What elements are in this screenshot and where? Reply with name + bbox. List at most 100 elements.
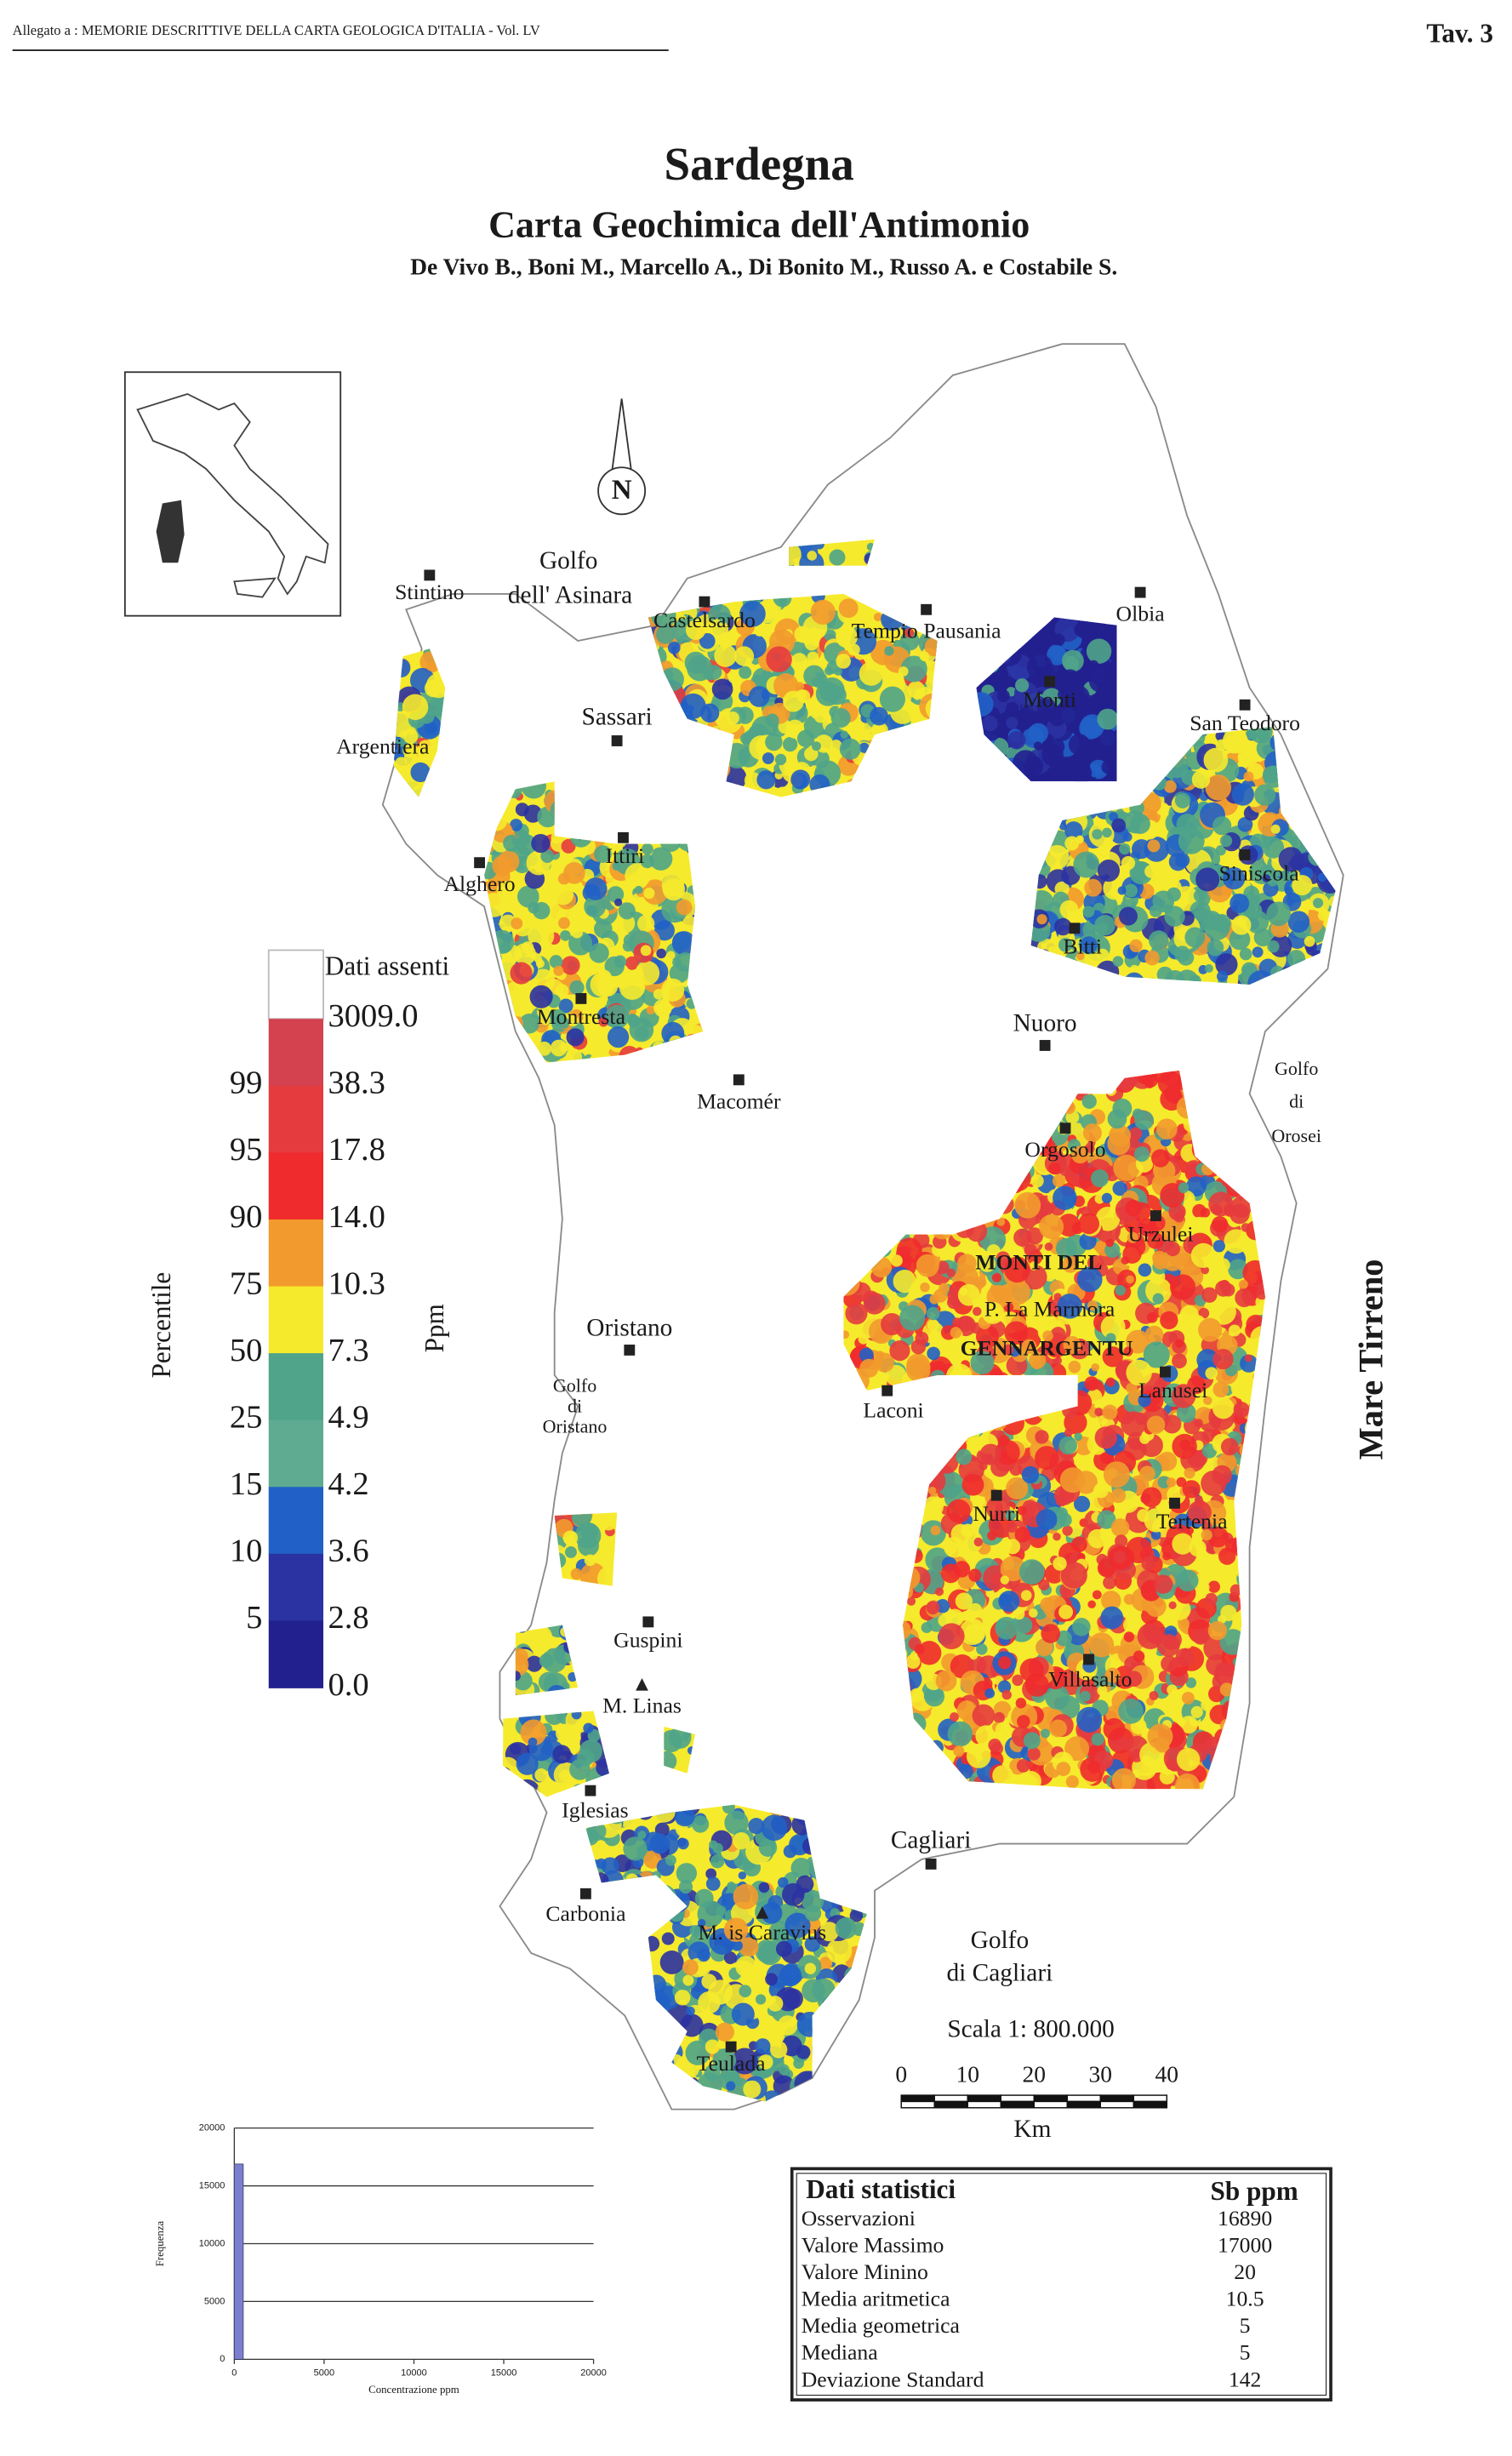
map-cell — [1220, 1604, 1237, 1621]
map-cell — [765, 733, 783, 751]
map-cell — [996, 689, 1010, 703]
legend-ppm-label: 7.3 — [328, 1333, 369, 1368]
legend-ppm-label: 17.8 — [328, 1132, 385, 1168]
map-cell — [608, 2025, 628, 2046]
map-cell — [1016, 1759, 1030, 1773]
map-cell — [402, 694, 429, 721]
map-cell — [1062, 649, 1084, 672]
map-cell — [870, 706, 888, 726]
map-cell — [1184, 927, 1206, 948]
map-cell — [1064, 1736, 1090, 1762]
scale-segment — [1099, 2100, 1135, 2109]
map-cell — [585, 2072, 593, 2083]
legend-swatch — [268, 1219, 323, 1288]
legend-ppm-label: 3009.0 — [328, 998, 419, 1034]
inset-italy — [136, 392, 329, 596]
map-cell — [1115, 1284, 1126, 1296]
map-cell — [1200, 1208, 1211, 1218]
map-cell — [1207, 1580, 1220, 1593]
map-cell — [1017, 1505, 1027, 1516]
map-cell — [1019, 1658, 1044, 1682]
place-label: Teulada — [697, 2051, 767, 2076]
map-cell — [828, 2055, 840, 2067]
legend-swatch — [268, 1019, 323, 1087]
map-cell — [1309, 726, 1328, 742]
map-cell — [1048, 738, 1065, 755]
map-cell — [514, 943, 536, 966]
map-cell — [1205, 1592, 1218, 1606]
map-cell — [636, 915, 655, 933]
map-cell — [585, 2000, 606, 2021]
map-cell — [608, 2034, 618, 2043]
map-cell — [1023, 756, 1044, 777]
map-cell — [1237, 816, 1253, 832]
map-cell — [1064, 821, 1083, 840]
map-cell — [1165, 1241, 1180, 1257]
map-cell — [687, 654, 713, 682]
map-cell — [1129, 939, 1143, 953]
x-tick-label: 0 — [231, 2368, 237, 2379]
map-cell — [953, 1745, 965, 1757]
map-cell — [1201, 1522, 1212, 1533]
map-cell — [643, 888, 655, 900]
map-cell — [1190, 1216, 1208, 1234]
map-cell — [824, 629, 836, 642]
place-label: Golfo — [539, 547, 598, 574]
map-cell — [1027, 654, 1053, 681]
map-cell — [1028, 723, 1049, 744]
map-cell — [1119, 906, 1138, 926]
map-cell — [1231, 915, 1252, 935]
map-cell — [1055, 1237, 1077, 1259]
place-label: Alghero — [443, 871, 515, 896]
map-cell — [781, 1882, 805, 1906]
map-cell — [758, 1838, 778, 1857]
map-cell — [782, 1988, 803, 2009]
map-cell — [560, 930, 571, 941]
map-cell — [1039, 1202, 1053, 1216]
town-marker — [618, 831, 629, 843]
inset-sicily — [233, 577, 277, 598]
x-axis-label: Concentrazione ppm — [368, 2384, 459, 2396]
map-cell — [1252, 1741, 1265, 1760]
title: Sardegna — [664, 138, 853, 190]
map-cell — [682, 1974, 694, 1986]
map-cell — [679, 1880, 693, 1894]
map-cell — [557, 1017, 570, 1029]
map-cell — [834, 667, 842, 676]
map-cell — [484, 1039, 494, 1053]
map-cell — [1139, 1433, 1150, 1444]
map-cell — [1088, 1632, 1115, 1658]
map-cell — [1141, 1556, 1156, 1571]
map-cell — [976, 692, 994, 717]
map-cell — [919, 651, 930, 662]
map-cell — [1168, 1601, 1177, 1609]
map-cell — [1183, 1640, 1193, 1649]
map-cell — [705, 1876, 721, 1891]
map-cell — [1112, 956, 1124, 968]
map-cell — [528, 1737, 538, 1747]
map-cell — [1298, 748, 1321, 771]
town-marker — [990, 1489, 1002, 1501]
map-cell — [1076, 1706, 1103, 1733]
map-cell — [975, 1325, 999, 1348]
map-cell — [859, 661, 884, 686]
map-cell — [1169, 1274, 1196, 1300]
map-cell — [884, 646, 894, 656]
map-cell — [1230, 893, 1250, 913]
map-cell — [629, 871, 648, 889]
map-cell — [1147, 1312, 1158, 1323]
map-cell — [947, 1721, 973, 1747]
scale-segment — [967, 2094, 1001, 2103]
map-cell — [715, 2022, 734, 2042]
map-cell — [484, 1050, 495, 1063]
map-cell — [1052, 1174, 1066, 1188]
map-cell — [1064, 1428, 1073, 1437]
map-cell — [991, 1272, 1001, 1282]
map-cell — [1179, 1716, 1198, 1733]
map-cell — [1053, 1533, 1061, 1541]
map-cell — [1239, 1744, 1263, 1768]
map-cell — [1044, 1270, 1056, 1282]
town-marker — [585, 1785, 596, 1796]
town-marker — [1239, 849, 1251, 860]
x-tick-label: 20000 — [580, 2368, 607, 2379]
